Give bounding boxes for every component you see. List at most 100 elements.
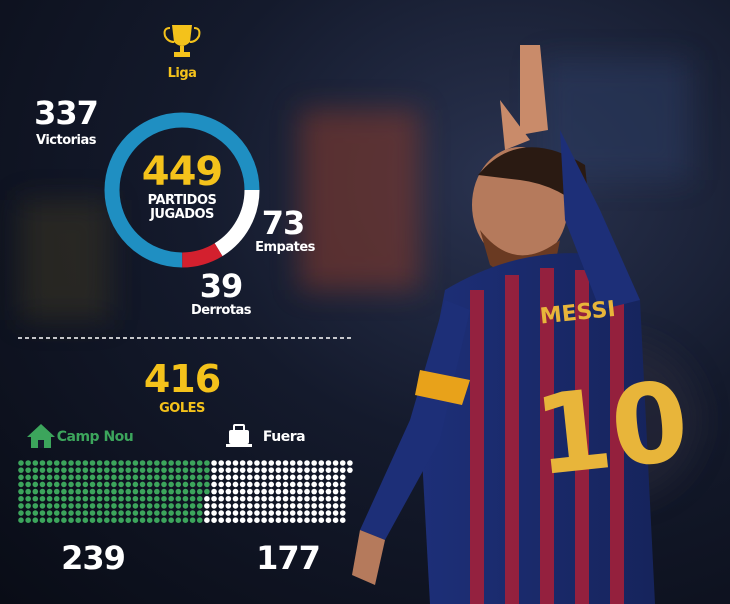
dot bbox=[289, 517, 296, 523]
dot bbox=[139, 503, 146, 509]
dot bbox=[82, 503, 89, 509]
dot bbox=[25, 503, 31, 509]
dot bbox=[239, 488, 246, 495]
dot bbox=[104, 517, 110, 523]
dot bbox=[61, 517, 67, 523]
dot bbox=[125, 467, 132, 473]
dot bbox=[325, 517, 332, 523]
dot bbox=[53, 460, 60, 466]
trophy-icon bbox=[163, 25, 201, 57]
dot bbox=[104, 467, 110, 473]
dot bbox=[96, 467, 103, 473]
dot bbox=[232, 503, 239, 509]
dot bbox=[218, 474, 224, 481]
dot bbox=[254, 510, 260, 516]
dot bbox=[304, 474, 310, 481]
dot bbox=[332, 481, 339, 488]
dot bbox=[261, 503, 267, 509]
dot bbox=[82, 474, 89, 481]
dot bbox=[247, 474, 253, 481]
dot bbox=[275, 460, 282, 466]
dot bbox=[211, 503, 217, 509]
dot bbox=[304, 517, 310, 523]
dot bbox=[318, 474, 325, 481]
dot bbox=[218, 517, 224, 523]
dot bbox=[18, 481, 24, 488]
dot bbox=[161, 517, 167, 523]
dot bbox=[225, 510, 232, 516]
dot bbox=[275, 495, 282, 502]
dot bbox=[61, 460, 67, 466]
dot bbox=[39, 474, 46, 481]
dot bbox=[325, 481, 332, 488]
dot bbox=[96, 488, 103, 495]
dot bbox=[75, 467, 81, 473]
dot bbox=[18, 517, 24, 523]
dot bbox=[289, 488, 296, 495]
dot bbox=[218, 503, 224, 509]
dot bbox=[168, 495, 174, 502]
dot bbox=[275, 517, 282, 523]
dot bbox=[339, 474, 346, 481]
dot bbox=[196, 481, 203, 488]
value-label: 177 bbox=[256, 539, 321, 577]
dot bbox=[75, 503, 81, 509]
dot bbox=[161, 510, 167, 516]
dot bbox=[189, 517, 196, 523]
dot bbox=[96, 460, 103, 466]
dot bbox=[325, 460, 332, 466]
dot bbox=[261, 467, 267, 473]
dot bbox=[139, 467, 146, 473]
dot bbox=[61, 495, 67, 502]
dot bbox=[75, 517, 81, 523]
donut-segment bbox=[104, 112, 260, 268]
dot bbox=[89, 503, 96, 509]
dot bbox=[53, 503, 60, 509]
player-figure: MESSI 10 bbox=[352, 45, 694, 604]
dot bbox=[239, 481, 246, 488]
dot bbox=[104, 510, 110, 516]
dot bbox=[325, 474, 332, 481]
dot bbox=[232, 460, 239, 466]
dot bbox=[146, 488, 153, 495]
dot bbox=[282, 510, 289, 516]
dot bbox=[32, 503, 39, 509]
dot bbox=[139, 488, 146, 495]
dot bbox=[275, 467, 282, 473]
dot bbox=[325, 467, 332, 473]
dot bbox=[225, 517, 232, 523]
dot bbox=[154, 460, 160, 466]
dot bbox=[111, 481, 117, 488]
dot bbox=[204, 488, 210, 495]
dot bbox=[154, 488, 160, 495]
dot bbox=[32, 488, 39, 495]
dot bbox=[254, 503, 260, 509]
dot bbox=[189, 460, 196, 466]
dot bbox=[118, 495, 124, 502]
dot bbox=[104, 488, 110, 495]
dot bbox=[111, 467, 117, 473]
dot bbox=[239, 510, 246, 516]
dot bbox=[325, 503, 332, 509]
dot bbox=[46, 517, 53, 523]
dot bbox=[232, 495, 239, 502]
dot bbox=[104, 503, 110, 509]
dot bbox=[46, 488, 53, 495]
dot bbox=[25, 474, 31, 481]
dot bbox=[204, 517, 210, 523]
dot bbox=[275, 481, 282, 488]
dot bbox=[53, 517, 60, 523]
dot bbox=[96, 481, 103, 488]
value-label: 337 bbox=[34, 94, 99, 132]
dot bbox=[282, 460, 289, 466]
dot bbox=[204, 474, 210, 481]
value-label: 73 bbox=[261, 204, 306, 242]
total-value: 449 bbox=[141, 149, 223, 195]
dot bbox=[189, 481, 196, 488]
dot bbox=[275, 474, 282, 481]
dot bbox=[211, 460, 217, 466]
dot bbox=[189, 467, 196, 473]
dot bbox=[46, 481, 53, 488]
